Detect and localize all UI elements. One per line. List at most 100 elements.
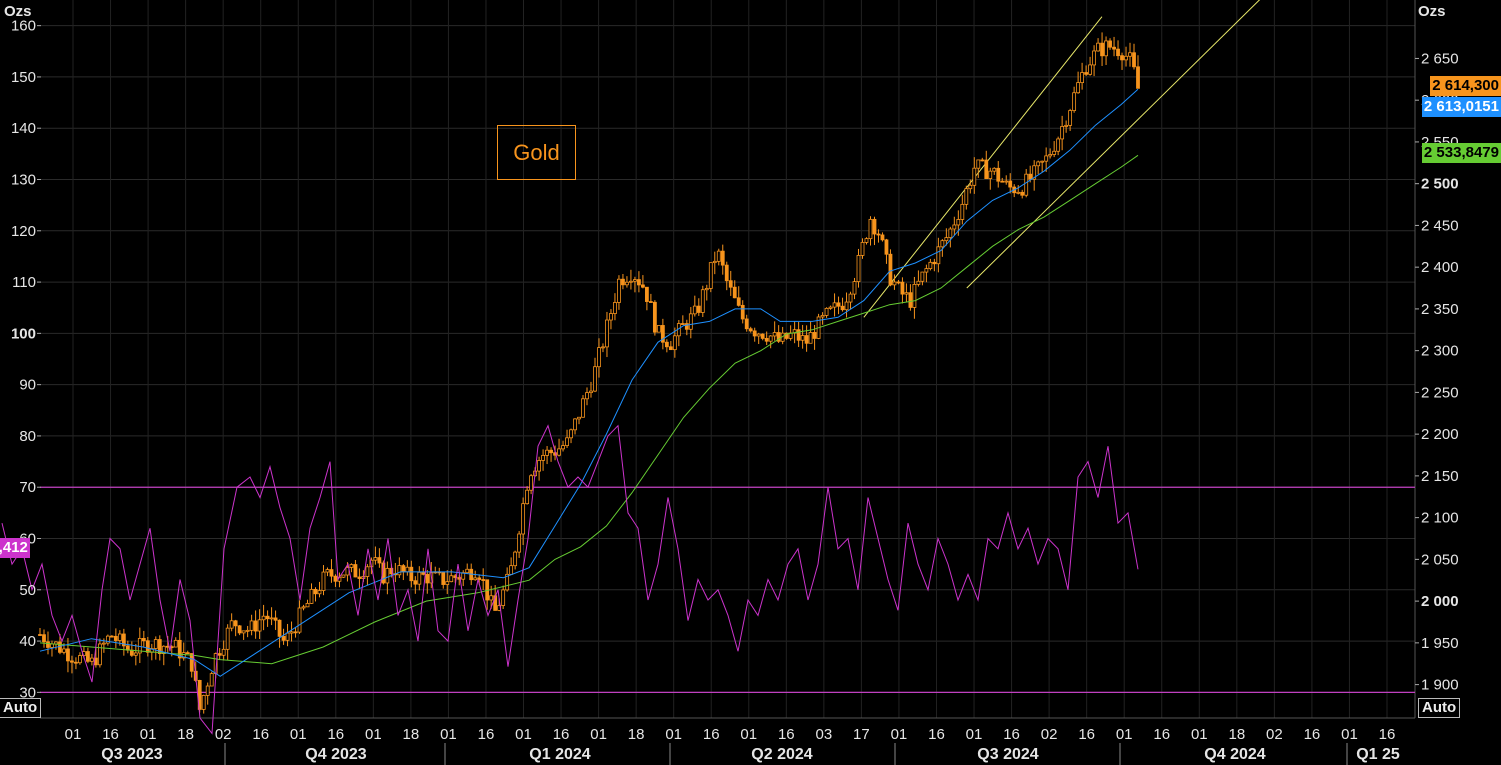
candle-body (225, 627, 230, 650)
x-tick-label: 01 (65, 726, 82, 743)
candle-body (501, 589, 506, 606)
candle-body (720, 250, 725, 266)
candle-body (525, 489, 530, 505)
left-tick-label: 30 (19, 684, 36, 701)
x-tick-label: 01 (891, 726, 908, 743)
right-tick-label: 2 400 (1421, 259, 1459, 276)
ma-short-value-tag: 2 613,0151 (1421, 97, 1501, 117)
candle-body (86, 651, 90, 662)
candle-body (852, 281, 857, 295)
candle-body (700, 289, 705, 313)
candle-body (105, 635, 110, 644)
left-tick-label: 110 (12, 274, 36, 291)
candle-body (289, 631, 294, 634)
candle-body (1052, 150, 1057, 155)
candle-body (736, 297, 741, 306)
candle-body (569, 429, 573, 439)
candle-body (1116, 48, 1120, 57)
candle-body (189, 653, 194, 672)
candle-body (732, 286, 737, 299)
left-auto-scale-button[interactable]: Auto (0, 698, 42, 718)
candle-body (357, 576, 362, 579)
left-tick-label: 80 (19, 428, 36, 445)
candle-body (197, 679, 202, 710)
candle-body (896, 281, 901, 284)
candle-body (349, 564, 354, 568)
candle-body (888, 253, 893, 286)
candle-body (900, 281, 905, 295)
candle-body (173, 639, 178, 648)
candle-body (784, 332, 789, 339)
candle-body (341, 574, 346, 578)
candle-body (988, 170, 993, 180)
candle-body (712, 260, 717, 264)
candle-body (1068, 110, 1073, 126)
candle-body (521, 503, 526, 535)
candle-body (117, 633, 122, 641)
candle-body (1060, 126, 1065, 140)
x-tick-label: 18 (1228, 726, 1245, 743)
candle-body (301, 606, 306, 609)
x-tick-label: 01 (740, 726, 757, 743)
candle-body (944, 237, 949, 242)
moving-averages (39, 88, 1139, 677)
left-tick-label: 140 (11, 120, 36, 137)
candle-body (389, 567, 394, 575)
candle-body (477, 577, 482, 580)
candle-body (1108, 40, 1112, 48)
left-tick-label: 50 (19, 582, 36, 599)
candle-body (980, 159, 985, 162)
left-tick-label: 160 (11, 18, 36, 35)
candle-body (740, 304, 745, 320)
candle-body (1044, 155, 1049, 162)
last-price-tag: 2 614,300 (1430, 76, 1501, 96)
candle-body (940, 240, 945, 248)
candle-body (760, 333, 765, 339)
right-tick-label: 2 300 (1421, 343, 1459, 360)
right-auto-scale-button[interactable]: Auto (1418, 698, 1461, 718)
candle-body (633, 279, 637, 282)
candle-body (593, 366, 597, 392)
left-tick-label: 40 (19, 633, 36, 650)
candle-body (333, 575, 338, 582)
candle-body (912, 283, 917, 308)
left-tick-label: 90 (19, 377, 36, 394)
quarter-label: Q2 2024 (751, 746, 812, 763)
rsi-value-tag: 54,412 (0, 538, 30, 558)
candle-body (257, 619, 262, 632)
candle-body (377, 557, 382, 564)
candle-body (421, 571, 426, 575)
candle-body (241, 630, 246, 634)
candle-body (413, 580, 418, 585)
candle-body (908, 292, 913, 308)
x-tick-label: 16 (1078, 726, 1095, 743)
candle-body (157, 639, 162, 654)
candle-body (449, 575, 454, 583)
x-tick-label: 16 (553, 726, 570, 743)
candle-body (1028, 173, 1033, 180)
candle-body (305, 603, 310, 608)
candle-body (860, 242, 865, 256)
x-tick-label: 03 (816, 726, 833, 743)
candle-body (297, 607, 302, 633)
candle-body (317, 590, 322, 595)
price-candles (38, 32, 1140, 714)
candle-body (1040, 160, 1045, 163)
candle-body (609, 313, 613, 321)
x-tick-label: 18 (177, 726, 194, 743)
candle-body (1036, 161, 1041, 167)
candle-body (425, 573, 430, 584)
candle-body (836, 302, 841, 307)
candle-body (1024, 173, 1029, 196)
candle-body (185, 652, 190, 655)
candle-body (133, 652, 138, 656)
candle-body (557, 448, 561, 456)
candle-body (972, 167, 977, 186)
candle-body (832, 302, 837, 308)
candle-body (481, 579, 486, 581)
candle-body (948, 228, 953, 239)
candle-body (46, 641, 50, 648)
candle-body (397, 565, 402, 576)
x-tick-label: 02 (1266, 726, 1283, 743)
